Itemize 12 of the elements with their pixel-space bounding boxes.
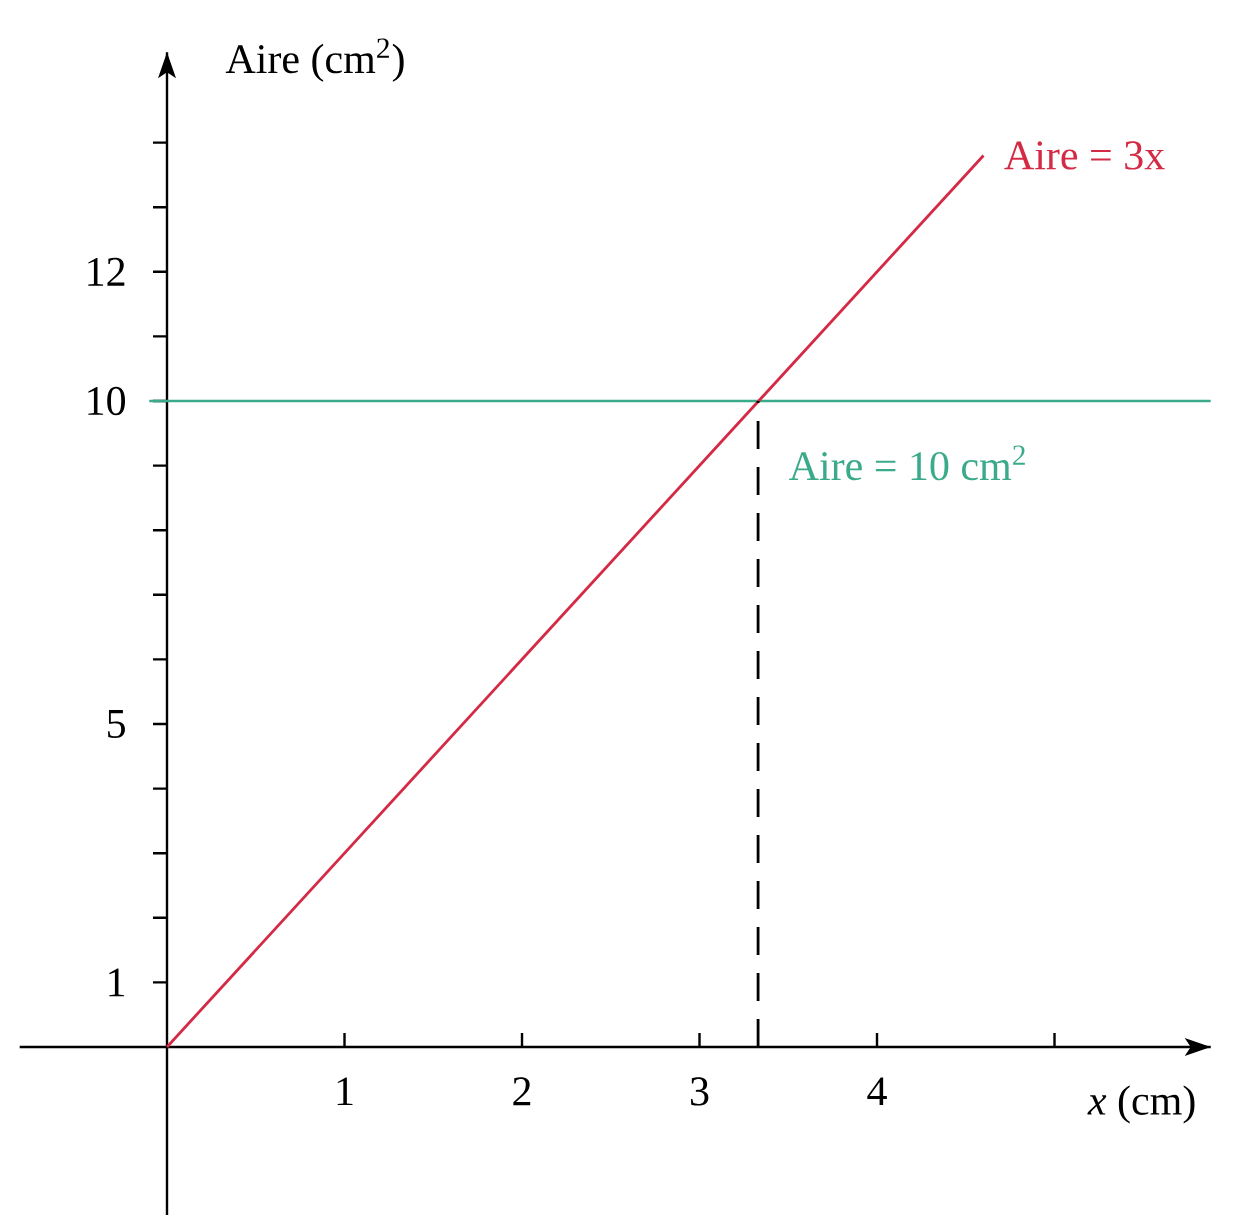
series-label: Aire = 3x bbox=[1004, 141, 1165, 170]
x-tick-label: 3 bbox=[691, 1077, 709, 1106]
ref-line-label: Aire = 10 cm$^{2}$ bbox=[789, 445, 1025, 481]
x-tick-label: 2 bbox=[513, 1077, 531, 1106]
y-axis-title: Aire (cm$^{2}$) bbox=[225, 38, 404, 82]
x-tick-label: 4 bbox=[867, 1077, 887, 1106]
x-tick-label: 1 bbox=[337, 1077, 353, 1106]
y-tick-label: 12 bbox=[88, 257, 125, 286]
y-tick-label: 10 bbox=[88, 386, 126, 416]
y-tick-label: 5 bbox=[108, 710, 125, 738]
x-axis-title: x (cm) bbox=[1087, 1085, 1195, 1124]
y-tick-label: 1 bbox=[109, 968, 125, 997]
